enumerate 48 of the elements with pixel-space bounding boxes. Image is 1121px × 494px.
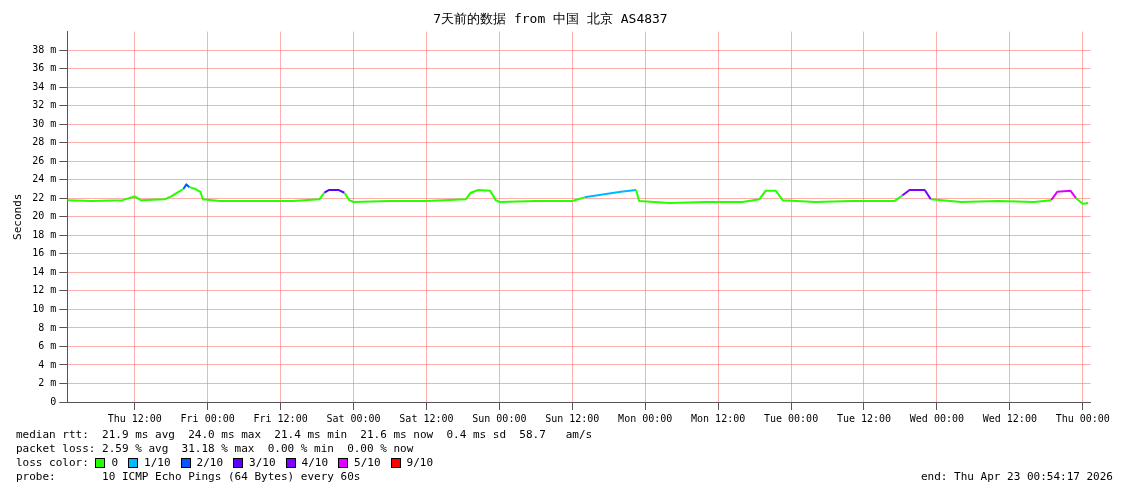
y-tick-label: 30 m	[32, 117, 57, 129]
y-tick-label: 16 m	[32, 247, 57, 259]
legend-label: 3/10	[249, 456, 276, 470]
x-tick-label: Fri 00:00	[180, 412, 235, 424]
y-tick-label: 28 m	[32, 136, 57, 148]
legend-label: 2/10	[196, 456, 224, 470]
chart-title: 7天前的数据 from 中国 北京 AS4837	[433, 11, 668, 27]
x-tick-label: Thu 00:00	[1055, 412, 1110, 424]
y-tick-label: 12 m	[32, 284, 57, 296]
legend-label: 4/10	[301, 456, 329, 470]
text: probe: 10 ICMP Echo Pings (64 Bytes) every 60s	[16, 470, 361, 484]
x-tick-label: Thu 12:00	[107, 412, 162, 424]
y-axis-title: Seconds	[11, 193, 25, 240]
x-tick-label: Tue 12:00	[836, 412, 892, 424]
text: end: Thu Apr 23 00:54:17 2026	[920, 470, 1113, 484]
y-tick-label: 6 m	[38, 340, 57, 352]
x-tick-label: Tue 00:00	[763, 412, 819, 424]
y-tick-label: 36 m	[32, 62, 57, 74]
legend-title: loss color:	[16, 456, 90, 470]
y-tick-label: 8 m	[38, 321, 57, 333]
legend-label: 5/10	[354, 456, 381, 470]
x-tick-label: Sun 00:00	[472, 412, 527, 424]
text: packet loss: 2.59 % avg 31.18 % max 0.00 % min 0.00 % now	[16, 442, 415, 456]
y-tick-label: 10 m	[32, 302, 57, 314]
legend-label: 1/10	[144, 456, 171, 470]
x-tick-label: Sat 12:00	[399, 412, 454, 424]
y-tick-label: 0	[50, 395, 57, 407]
y-tick-label: 18 m	[32, 228, 57, 240]
y-tick-label: 34 m	[32, 80, 57, 92]
x-tick-label: Sun 12:00	[545, 412, 600, 424]
x-tick-label: Wed 00:00	[909, 412, 964, 424]
y-tick-label: 2 m	[38, 377, 57, 389]
x-tick-label: Wed 12:00	[982, 412, 1037, 424]
x-tick-label: Fri 12:00	[253, 412, 308, 424]
y-tick-label: 38 m	[32, 43, 57, 55]
y-tick-label: 4 m	[38, 358, 57, 370]
x-tick-label: Mon 00:00	[618, 412, 673, 424]
y-tick-label: 20 m	[32, 210, 57, 222]
y-tick-label: 22 m	[32, 191, 57, 203]
legend-label: 9/10	[406, 456, 434, 470]
y-tick-label: 24 m	[32, 173, 57, 185]
legend-label: 0	[111, 456, 119, 470]
x-tick-label: Mon 12:00	[691, 412, 746, 424]
y-tick-label: 14 m	[32, 265, 57, 277]
x-tick-label: Sat 00:00	[326, 412, 381, 424]
y-tick-label: 26 m	[32, 154, 57, 166]
y-tick-label: 32 m	[32, 99, 57, 111]
text: median rtt: 21.9 ms avg 24.0 ms max 21.4 ms min 21.6 ms now 0.4 ms sd 58.7 am/s	[16, 428, 594, 442]
